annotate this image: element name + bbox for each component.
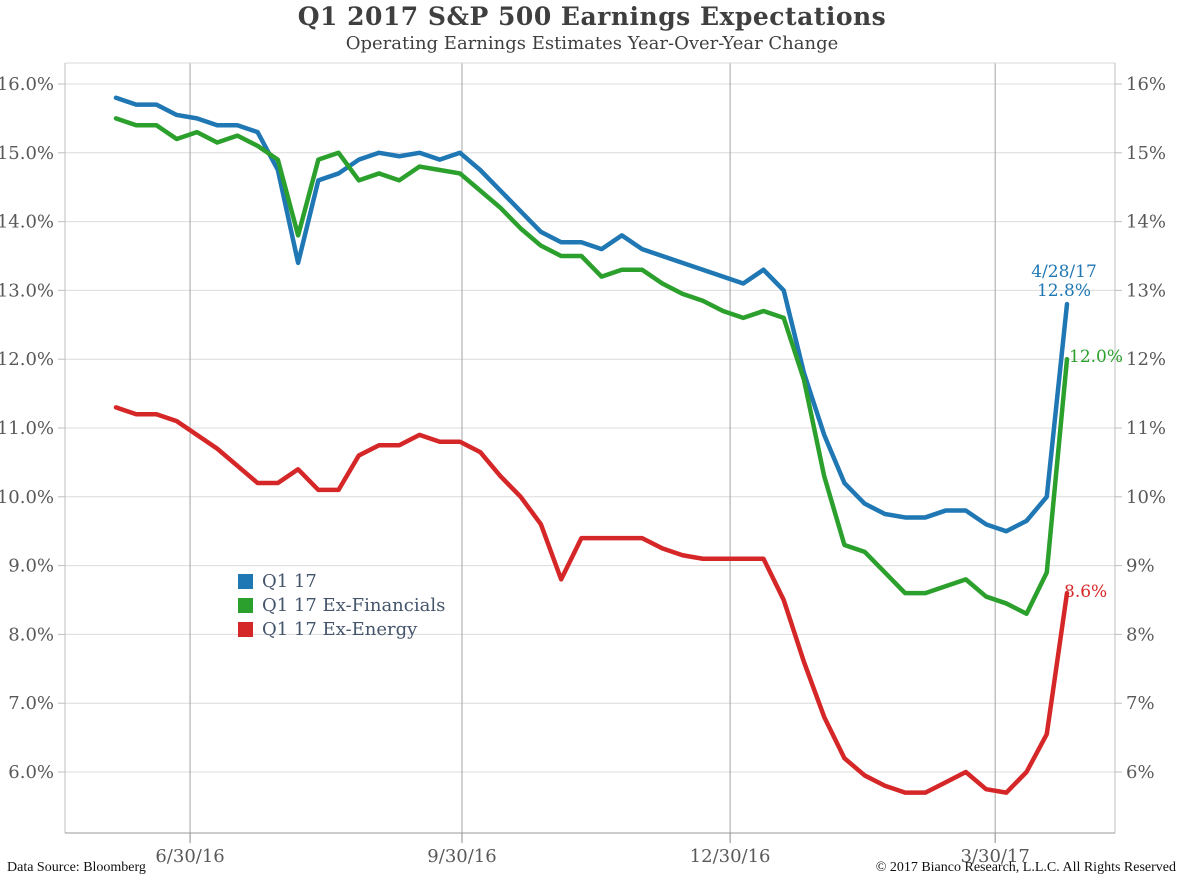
y-axis-label-left: 6.0% <box>8 762 54 783</box>
y-axis-label-left: 16.0% <box>0 74 54 95</box>
series-line-q1-17-ex-financials <box>113 116 1070 617</box>
legend-item-ex-energy: Q1 17 Ex-Energy <box>238 617 445 641</box>
x-axis-label: 12/30/16 <box>690 846 771 867</box>
series-line-q1-17 <box>113 95 1070 534</box>
y-axis-label-left: 14.0% <box>0 212 54 233</box>
y-axis-label-right: 15% <box>1126 143 1166 164</box>
legend-label-ex-energy: Q1 17 Ex-Energy <box>262 618 418 640</box>
series-line-q1-17-ex-energy <box>113 405 1070 795</box>
y-axis-label-left: 11.0% <box>0 418 54 439</box>
y-axis-label-right: 12% <box>1126 349 1166 370</box>
y-axis-label-left: 13.0% <box>0 280 54 301</box>
y-axis-label-left: 8.0% <box>8 624 54 645</box>
x-axis-label: 3/30/17 <box>960 846 1029 867</box>
y-axis-label-left: 10.0% <box>0 487 54 508</box>
legend: Q1 17 Q1 17 Ex-Financials Q1 17 Ex-Energ… <box>238 569 445 641</box>
footer-copyright: © 2017 Bianco Research, L.L.C. All Right… <box>875 860 1176 875</box>
y-axis-label-right: 9% <box>1126 556 1155 577</box>
footer-data-source: Data Source: Bloomberg <box>7 860 146 875</box>
y-axis-label-right: 16% <box>1126 74 1166 95</box>
y-axis-label-right: 10% <box>1126 487 1166 508</box>
annotation-end-date: 4/28/17 <box>1031 262 1097 282</box>
y-axis-label-right: 13% <box>1126 280 1166 301</box>
y-axis-label-left: 15.0% <box>0 143 54 164</box>
y-axis-label-right: 8% <box>1126 624 1155 645</box>
chart-title: Q1 2017 S&P 500 Earnings Expectations <box>297 2 887 31</box>
y-axis-label-right: 14% <box>1126 212 1166 233</box>
chart-subtitle: Operating Earnings Estimates Year-Over-Y… <box>345 33 839 54</box>
legend-swatch-q1 <box>238 573 253 589</box>
annotation-q1-value: 12.8% <box>1036 281 1091 301</box>
x-axis-label: 9/30/16 <box>427 846 496 867</box>
annotation-q1-end: 4/28/17 12.8% <box>1003 263 1125 301</box>
annotation-ex-energy-value: 8.6% <box>1064 582 1108 602</box>
annotation-ex-financials-value: 12.0% <box>1069 347 1124 367</box>
y-axis-label-right: 6% <box>1126 762 1155 783</box>
legend-label-q1: Q1 17 <box>262 570 317 592</box>
y-axis-label-right: 11% <box>1126 418 1166 439</box>
y-axis-label-left: 12.0% <box>0 349 54 370</box>
legend-item-q1: Q1 17 <box>238 569 445 593</box>
y-axis-label-left: 9.0% <box>8 556 54 577</box>
y-axis-label-right: 7% <box>1126 693 1155 714</box>
legend-label-ex-financials: Q1 17 Ex-Financials <box>262 594 446 616</box>
legend-item-ex-financials: Q1 17 Ex-Financials <box>238 593 445 617</box>
x-axis-label: 6/30/16 <box>155 846 224 867</box>
legend-swatch-ex-financials <box>238 597 253 613</box>
legend-swatch-ex-energy <box>238 621 253 637</box>
y-axis-label-left: 7.0% <box>8 693 54 714</box>
